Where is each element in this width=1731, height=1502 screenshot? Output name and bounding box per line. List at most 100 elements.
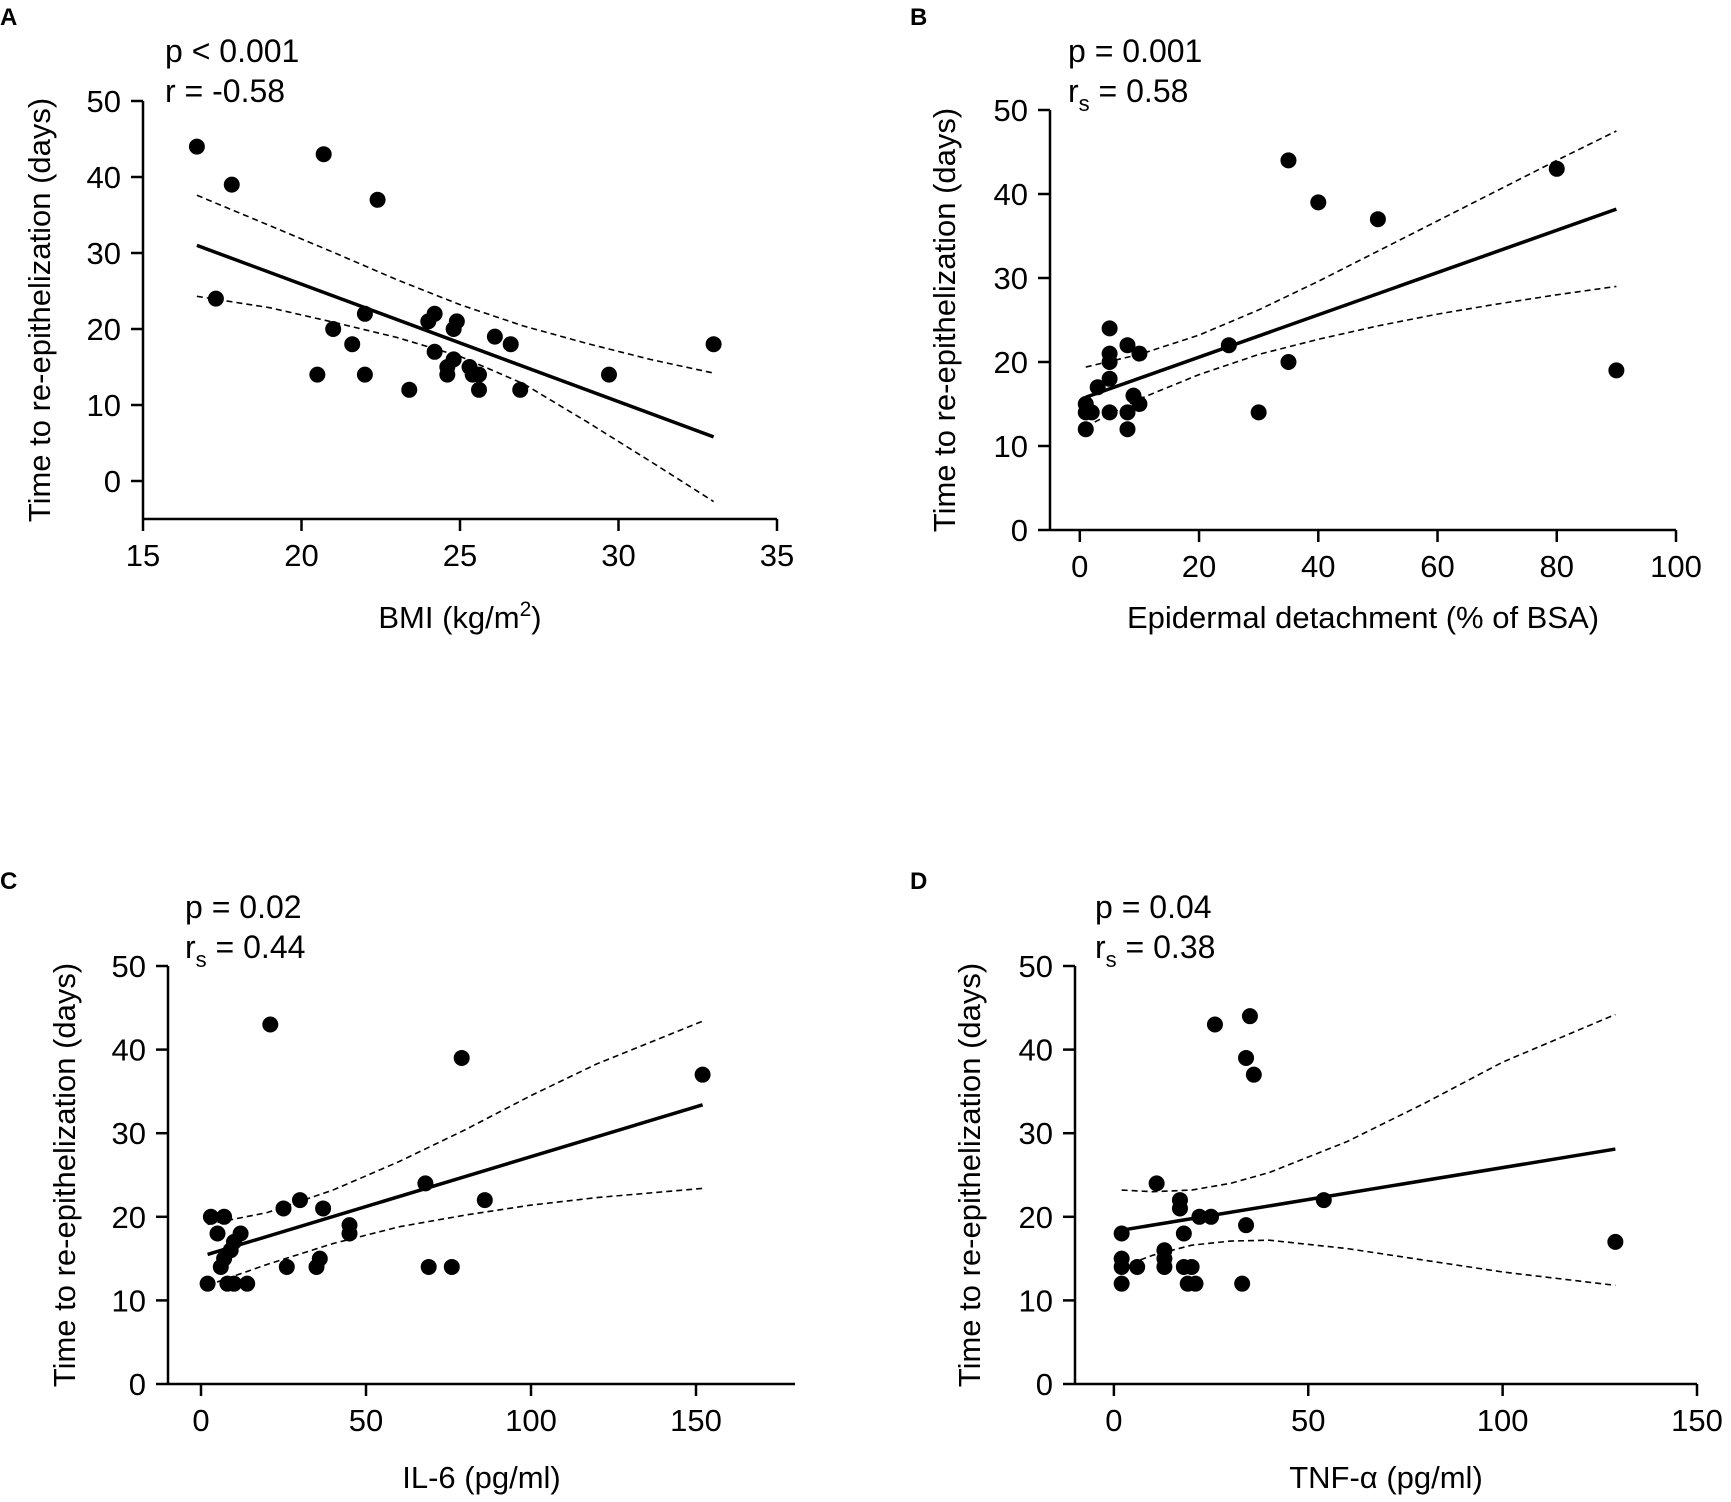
data-point [401, 381, 418, 398]
y-tick-label: 0 [1011, 513, 1028, 548]
x-tick-label: 25 [443, 538, 477, 573]
data-point [426, 305, 443, 322]
data-point [471, 366, 488, 383]
r-value-label: rs = 0.38 [1095, 929, 1215, 972]
data-point [223, 176, 240, 193]
data-point [705, 336, 722, 353]
data-point [188, 138, 205, 155]
y-tick-label: 40 [1019, 1033, 1053, 1068]
data-point [356, 366, 373, 383]
r-value-label: rs = 0.58 [1068, 73, 1188, 116]
y-tick-label: 0 [104, 464, 121, 499]
ci-upper-line [1085, 130, 1617, 368]
ci-lower-line [207, 1187, 703, 1287]
data-point [445, 351, 462, 368]
panel-letter-a: A [0, 4, 18, 31]
chart-c: 0 50 100 150 0 10 20 30 40 50 Time to re-epitheliz… [47, 889, 795, 1495]
r-value-label: rs = 0.44 [185, 929, 305, 972]
chart-a: 15 20 25 30 35 0 10 20 30 40 50 Time to re-epitheli… [22, 33, 794, 635]
chart-d: 0 50 100 150 0 10 20 30 40 50 Time to re-epitheliz… [952, 889, 1723, 1495]
data-point [1083, 404, 1100, 421]
data-point [1191, 1208, 1208, 1225]
data-point [1234, 1275, 1251, 1292]
data-point [502, 336, 519, 353]
data-point [207, 290, 224, 307]
y-tick-label: 20 [87, 312, 121, 347]
data-point [199, 1275, 216, 1292]
panel-letter-b: B [910, 4, 928, 31]
y-tick-label: 20 [112, 1200, 146, 1235]
data-point [1241, 1008, 1258, 1025]
p-value-label: p = 0.02 [185, 889, 302, 925]
y-tick-label: 0 [129, 1367, 146, 1402]
data-point [1238, 1217, 1255, 1234]
x-axis-title: Epidermal detachment (% of BSA) [1127, 600, 1599, 635]
data-point [1077, 421, 1094, 438]
data-point [1171, 1200, 1188, 1217]
data-point [216, 1208, 233, 1225]
chart-b: 0 20 40 60 80 100 0 10 20 30 40 50 Time to re-epithe… [927, 33, 1702, 635]
data-point [443, 1258, 460, 1275]
data-point [341, 1225, 358, 1242]
data-point [1187, 1275, 1204, 1292]
x-tick-label: 30 [601, 538, 635, 573]
data-point [278, 1258, 295, 1275]
x-axis-title: IL-6 (pg/ml) [402, 1460, 560, 1495]
x-tick-label: 50 [349, 1403, 383, 1438]
x-tick-label: 100 [1477, 1403, 1529, 1438]
x-tick-label: 150 [1671, 1403, 1723, 1438]
data-point [226, 1275, 242, 1292]
data-point [1101, 354, 1118, 370]
data-point [1131, 396, 1148, 412]
data-point [476, 1192, 493, 1209]
data-point [486, 328, 503, 345]
data-point [1131, 345, 1148, 362]
data-point [1101, 370, 1118, 387]
data-point [1203, 1208, 1220, 1225]
x-tick-label: 150 [670, 1403, 722, 1438]
x-tick-label: 35 [760, 538, 794, 573]
data-point [209, 1225, 226, 1242]
data-point [315, 146, 332, 163]
data-point [344, 336, 361, 353]
x-axis-title: BMI (kg/m2) [378, 598, 541, 635]
data-point [1113, 1225, 1130, 1242]
data-point [1280, 354, 1297, 370]
y-tick-label: 30 [112, 1116, 146, 1151]
data-point [356, 305, 373, 322]
data-point [1280, 152, 1297, 169]
data-point [1206, 1016, 1223, 1033]
x-tick-label: 15 [126, 538, 160, 573]
data-point [694, 1066, 711, 1083]
r-value-label: r = -0.58 [165, 73, 285, 109]
data-point [471, 381, 488, 398]
data-point [1101, 320, 1118, 337]
data-point [1113, 1275, 1130, 1292]
data-point [1148, 1175, 1165, 1192]
data-point [1113, 1250, 1130, 1267]
data-point [1129, 1258, 1146, 1275]
data-point [448, 313, 465, 330]
data-point [325, 321, 342, 337]
y-tick-label: 20 [994, 345, 1028, 380]
data-point [1175, 1225, 1192, 1242]
data-point [202, 1208, 219, 1225]
x-tick-label: 100 [1650, 549, 1702, 584]
y-tick-label: 30 [87, 236, 121, 271]
data-point [232, 1225, 249, 1242]
data-point [1608, 362, 1625, 379]
x-tick-label: 20 [284, 538, 318, 573]
y-axis-title: Time to re-epithelization (days) [927, 108, 962, 532]
x-tick-label: 0 [1105, 1403, 1122, 1438]
x-tick-label: 0 [1071, 549, 1088, 584]
y-tick-label: 30 [1019, 1116, 1053, 1151]
x-tick-label: 50 [1291, 1403, 1325, 1438]
y-axis-title: Time to re-epithelization (days) [952, 963, 987, 1387]
y-tick-label: 50 [994, 93, 1028, 128]
x-tick-label: 0 [192, 1403, 209, 1438]
y-tick-label: 20 [1019, 1200, 1053, 1235]
y-tick-label: 50 [87, 84, 121, 119]
ci-upper-line [196, 194, 714, 374]
data-point [309, 366, 326, 383]
